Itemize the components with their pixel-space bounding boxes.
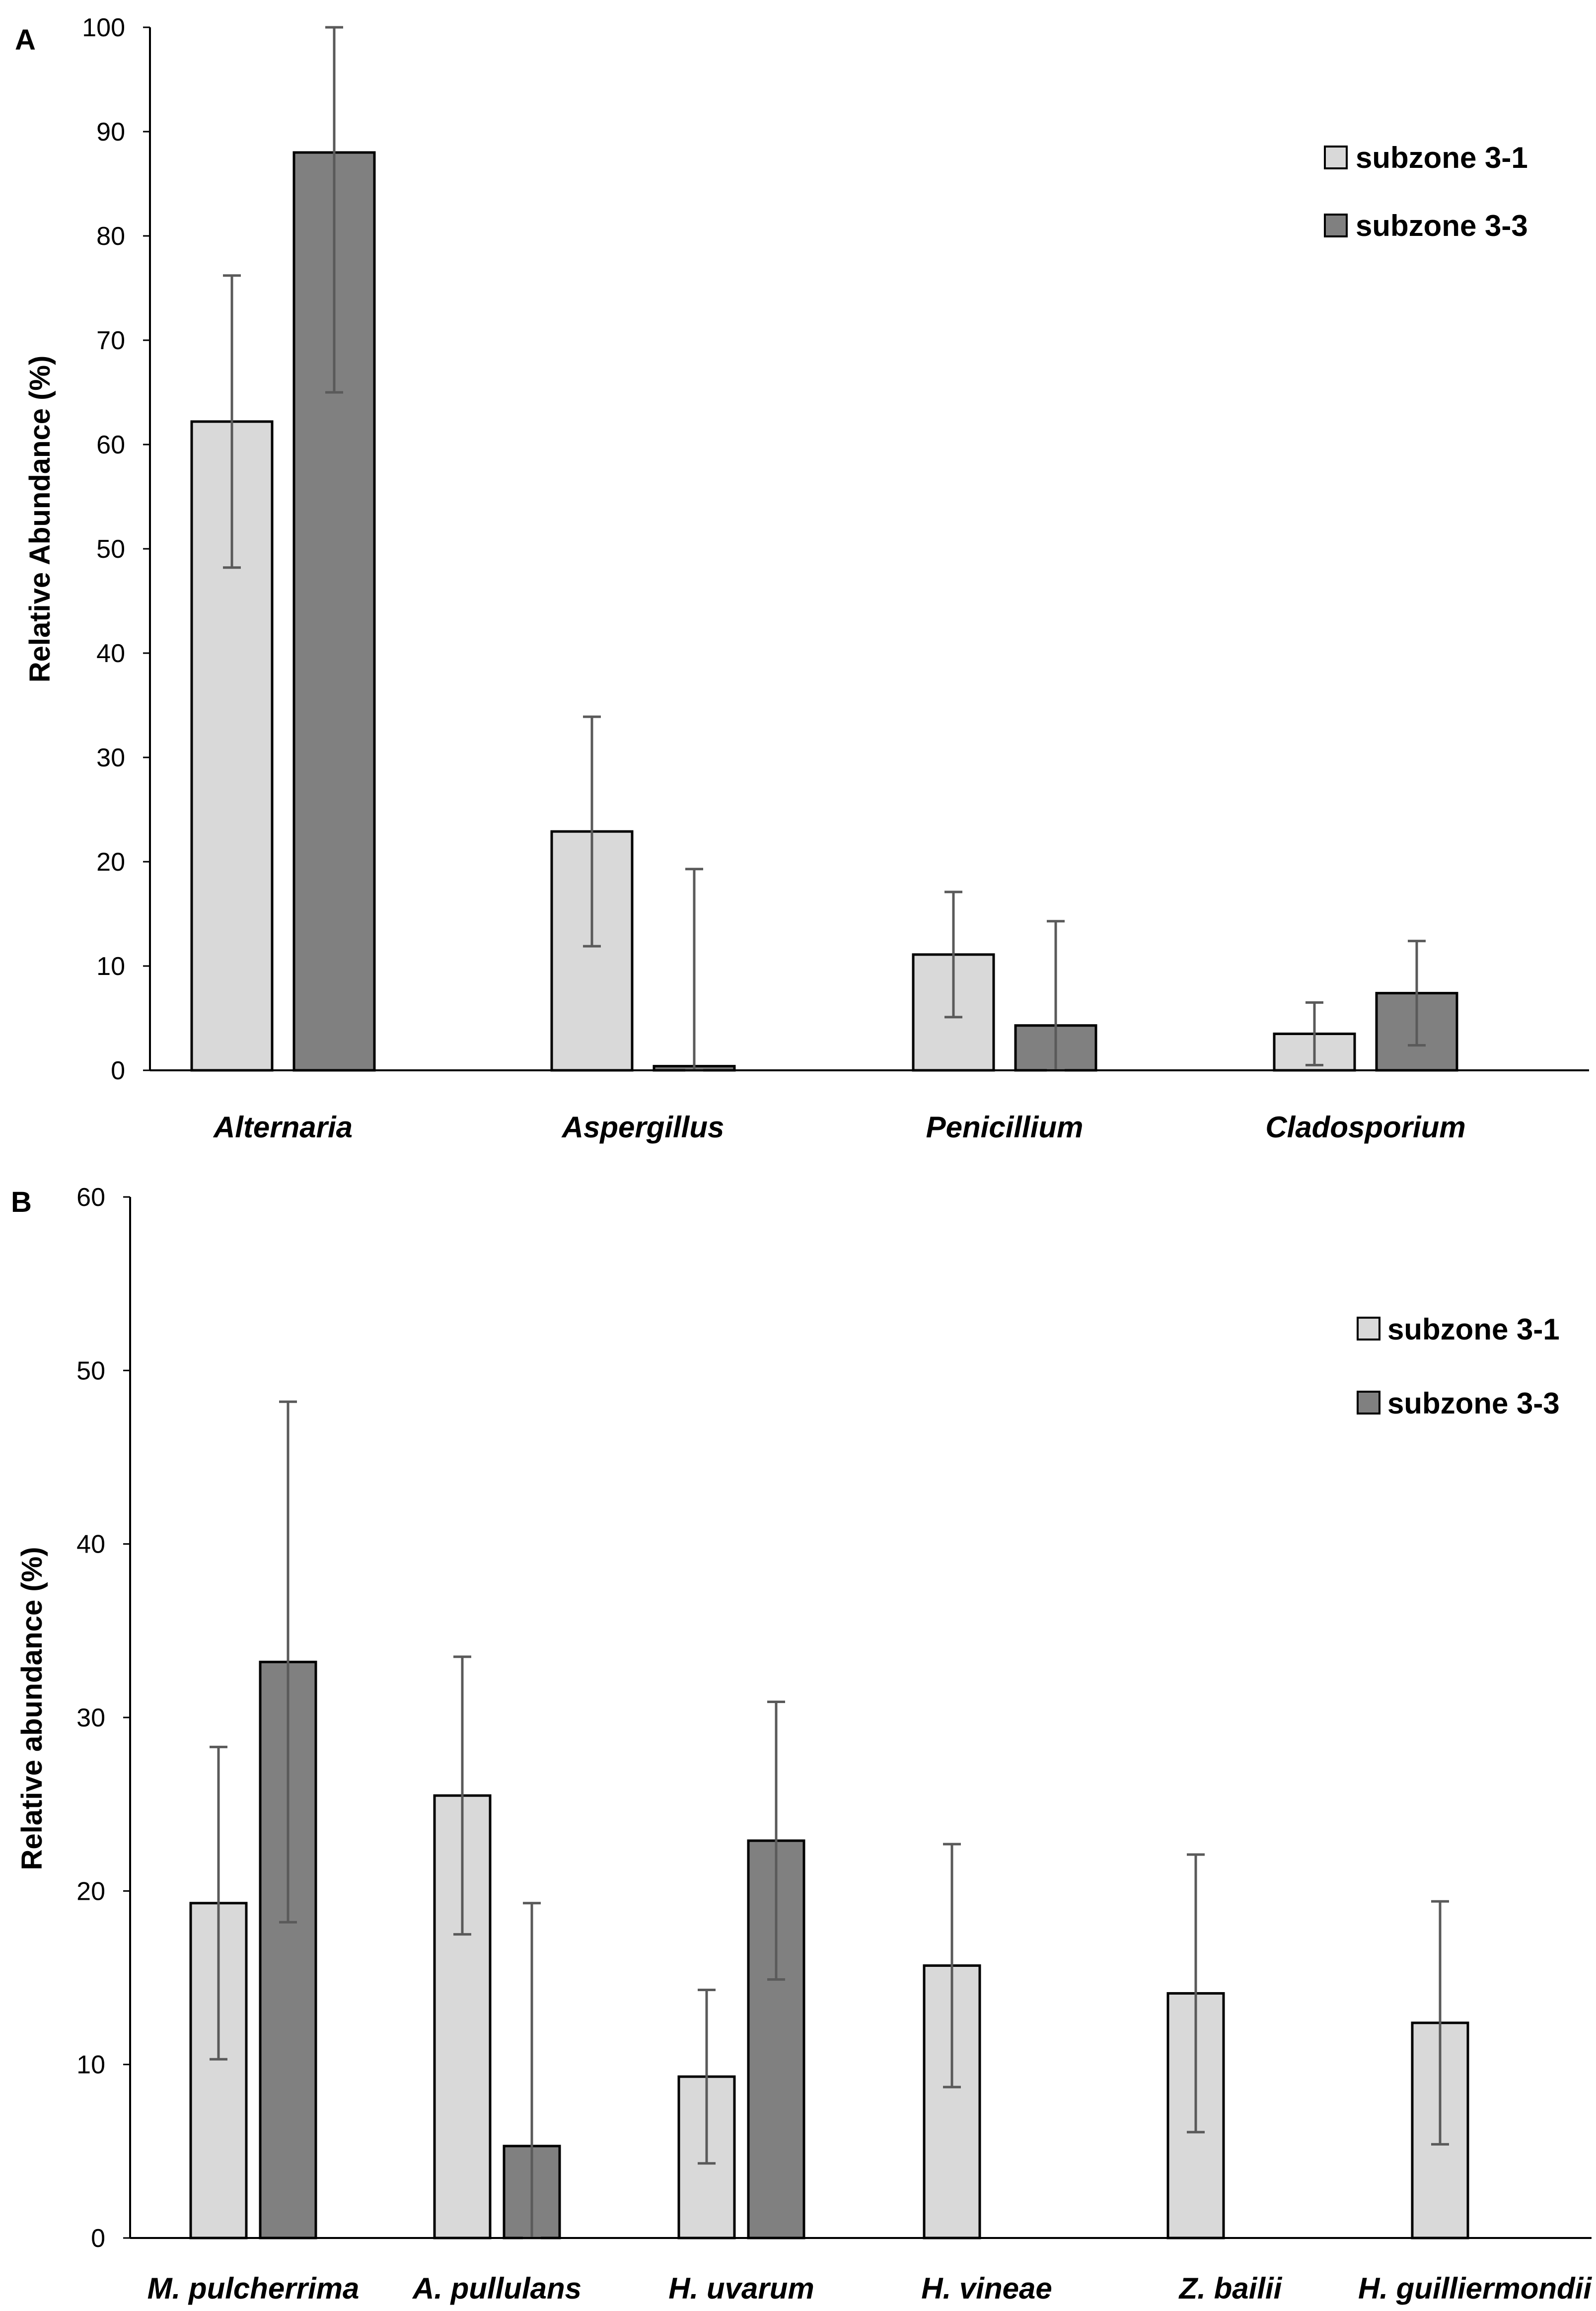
- panel-b-y-tick-label: 60: [76, 1183, 105, 1212]
- panel-b-category-labels: M. pulcherrima A. pullulans H. uvarum H. vi…: [147, 2272, 1593, 2305]
- panel-a-legend-label-subzone-3-1: subzone 3-1: [1356, 141, 1528, 174]
- panel-a-y-tick-label: 0: [111, 1056, 125, 1085]
- panel-a-y-tick-label: 70: [96, 326, 125, 355]
- panel-a-y-tick-label: 20: [96, 848, 125, 877]
- panel-a-category-label-penicillium: Penicillium: [926, 1111, 1084, 1144]
- panel-b-chart: B Relative abundance (%) 0 10 20 30 40 50 60 M…: [11, 1183, 1592, 2305]
- panel-b-y-tick-label: 50: [76, 1356, 105, 1385]
- panel-a-category-label-cladosporium: Cladosporium: [1265, 1111, 1465, 1144]
- panel-b-y-ticks: 0 10 20 30 40 50 60: [76, 1183, 130, 2253]
- panel-b-y-tick-label: 0: [91, 2224, 105, 2253]
- panel-a-error-bar-aspergillus-subzone-3-1: [583, 715, 601, 948]
- panel-a-y-tick-label: 10: [96, 952, 125, 981]
- panel-a-error-bar-aspergillus-subzone-3-3: [685, 868, 703, 1072]
- panel-a-bars: [190, 151, 1458, 1072]
- panel-b-error-bar-h-uvarum-subzone-3-1: [698, 1988, 716, 2165]
- panel-a-legend-swatch-subzone-3-1: [1324, 146, 1348, 169]
- panel-b-legend-label-subzone-3-3: subzone 3-3: [1387, 1387, 1560, 1420]
- panel-a-error-bars: [223, 26, 1426, 1072]
- panel-b-letter: B: [11, 1186, 32, 1218]
- panel-a-letter: A: [15, 24, 36, 56]
- panel-b-bars: [189, 1660, 1469, 2239]
- panel-b-y-tick-label: 20: [76, 1877, 105, 1906]
- panel-a-legend-swatch-subzone-3-3: [1324, 214, 1348, 237]
- panel-b-category-label-a-pullulans: A. pullulans: [412, 2272, 581, 2305]
- panel-b-legend-label-subzone-3-1: subzone 3-1: [1387, 1313, 1560, 1346]
- panel-a-error-bar-penicillium-subzone-3-1: [944, 891, 962, 1019]
- panel-b-error-bar-a-pullulans-subzone-3-1: [453, 1655, 471, 1936]
- panel-b-legend-swatch-subzone-3-1: [1357, 1317, 1380, 1341]
- panel-b-category-label-h-vineae: H. vineae: [921, 2272, 1052, 2305]
- panel-b-category-label-h-guilliermondii: H. guilliermondii: [1358, 2272, 1592, 2305]
- panel-b-error-bar-h-uvarum-subzone-3-3: [767, 1701, 785, 1981]
- panel-b-error-bar-m-pulcherrima-subzone-3-1: [210, 1745, 227, 2061]
- panel-b-y-tick-label: 40: [76, 1530, 105, 1559]
- panel-b-y-axis-title: Relative abundance (%): [16, 1547, 48, 1870]
- panel-a-y-tick-label: 80: [96, 222, 125, 251]
- panel-a-y-tick-label: 60: [96, 431, 125, 459]
- panel-a-y-tick-label: 50: [96, 535, 125, 564]
- panel-a-error-bar-alternaria-subzone-3-1: [223, 274, 241, 569]
- panel-a-y-ticks: 0 10 20 30 40 50 60 70 80 90 100: [82, 13, 150, 1085]
- panel-a-category-label-alternaria: Alternaria: [213, 1111, 353, 1144]
- panel-a-error-bar-cladosporium-subzone-3-3: [1408, 940, 1426, 1047]
- panel-b-error-bar-h-vineae-subzone-3-1: [943, 1843, 961, 2088]
- panel-a-category-label-aspergillus: Aspergillus: [561, 1111, 725, 1144]
- panel-a-y-axis-title: Relative Abundance (%): [24, 356, 56, 683]
- panel-b-error-bar-z-bailii-subzone-3-1: [1187, 1853, 1205, 2134]
- panel-a-legend: subzone 3-1 subzone 3-3: [1324, 141, 1528, 242]
- panel-b-category-label-z-bailii: Z. bailii: [1178, 2272, 1283, 2305]
- panel-a-y-tick-label: 100: [82, 13, 125, 42]
- panel-a-legend-label-subzone-3-3: subzone 3-3: [1356, 209, 1528, 242]
- panel-a-error-bar-alternaria-subzone-3-3: [325, 26, 343, 394]
- panel-a-y-tick-label: 90: [96, 118, 125, 147]
- panel-a-category-labels: Alternaria Aspergillus Penicillium Cladospo…: [213, 1111, 1466, 1144]
- panel-a-chart: A Relative Abundance (%) 0 10 20 30 40 50 60 70…: [15, 13, 1589, 1144]
- panel-b-category-label-m-pulcherrima: M. pulcherrima: [147, 2272, 360, 2305]
- panel-b-legend-swatch-subzone-3-3: [1357, 1391, 1380, 1415]
- panel-b-y-tick-label: 10: [76, 2051, 105, 2080]
- panel-b-legend: subzone 3-1 subzone 3-3: [1357, 1313, 1560, 1420]
- panel-b-error-bars: [210, 1400, 1449, 2239]
- panel-b-error-bar-h-guilliermondii-subzone-3-1: [1431, 1900, 1449, 2146]
- panel-b-error-bar-m-pulcherrima-subzone-3-3: [279, 1400, 297, 1924]
- panel-b-category-label-h-uvarum: H. uvarum: [668, 2272, 814, 2305]
- panel-b-y-tick-label: 30: [76, 1704, 105, 1732]
- panel-a-y-tick-label: 30: [96, 744, 125, 772]
- panel-a-error-bar-cladosporium-subzone-3-1: [1306, 1001, 1323, 1066]
- panel-a-y-tick-label: 40: [96, 639, 125, 668]
